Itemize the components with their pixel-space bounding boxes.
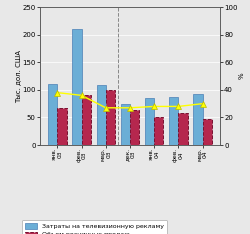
Bar — [72, 29, 82, 145]
Bar — [202, 119, 212, 145]
Bar — [121, 104, 130, 145]
Y-axis label: Тыс. дол. США: Тыс. дол. США — [15, 50, 21, 102]
Bar — [58, 108, 66, 145]
Bar — [96, 85, 106, 145]
Bar — [178, 113, 188, 145]
Bar — [145, 98, 154, 145]
Y-axis label: %: % — [239, 73, 245, 79]
Bar — [82, 95, 91, 145]
Bar — [106, 90, 115, 145]
Bar — [169, 97, 178, 145]
Bar — [48, 84, 58, 145]
Legend: Затраты на телевизионную рекламу, Объем розничных продаж, Удельный вес ПРТ (%): Затраты на телевизионную рекламу, Объем … — [22, 220, 167, 234]
Bar — [130, 110, 139, 145]
Bar — [154, 117, 164, 145]
Bar — [194, 94, 202, 145]
